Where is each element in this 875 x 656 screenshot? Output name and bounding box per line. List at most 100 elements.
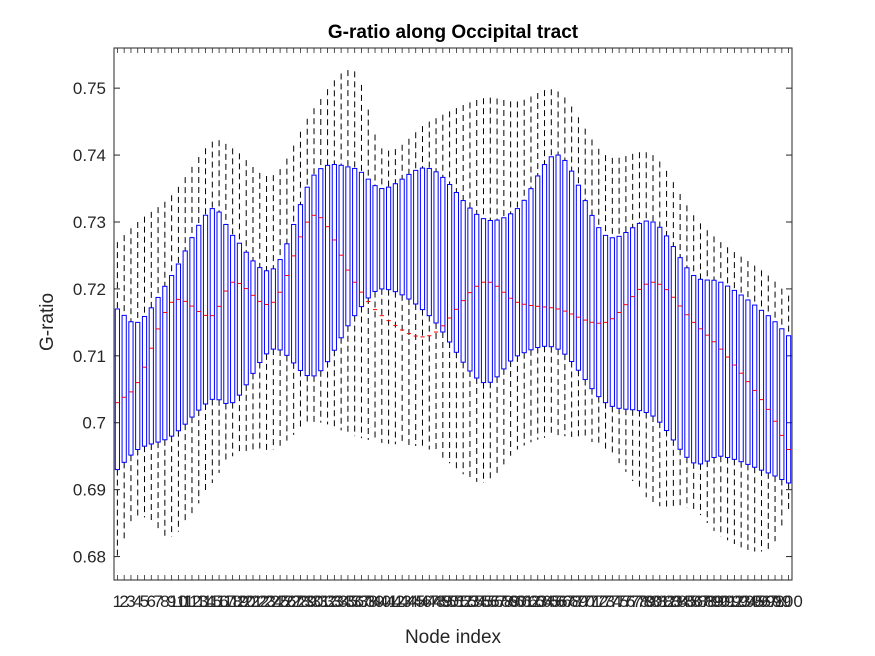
box <box>311 174 317 377</box>
box <box>582 200 588 381</box>
box <box>521 199 527 354</box>
box <box>548 156 554 348</box>
x-tick-label: 65 <box>542 592 561 611</box>
axis-ticks <box>114 48 792 580</box>
x-tick-label: 55 <box>474 592 493 611</box>
box <box>596 227 602 398</box>
x-tick-label: 21 <box>244 592 263 611</box>
box <box>474 213 480 379</box>
box <box>779 328 785 480</box>
box <box>623 232 629 410</box>
x-tick-label: 75 <box>610 592 629 611</box>
x-tick-label: 84 <box>671 592 690 611</box>
box <box>752 304 758 468</box>
plot-area <box>114 48 792 580</box>
x-tick-label: 44 <box>399 592 418 611</box>
box <box>541 164 548 347</box>
box <box>575 184 582 371</box>
box <box>372 185 378 292</box>
x-tick-label: 12 <box>183 592 202 611</box>
box <box>630 227 636 411</box>
y-tick-label: 0.71 <box>73 347 106 366</box>
x-tick-label: 41 <box>379 592 398 611</box>
box <box>460 200 466 363</box>
x-tick-label: 54 <box>467 592 486 611</box>
box <box>196 224 202 411</box>
x-tick-label: 78 <box>630 592 649 611</box>
box <box>467 207 473 372</box>
x-tick-label: 87 <box>691 592 710 611</box>
box <box>718 281 724 457</box>
box <box>440 176 446 333</box>
x-tick-label: 40 <box>372 592 391 611</box>
x-tick-label: 81 <box>650 592 669 611</box>
x-tick-label: 80 <box>644 592 663 611</box>
x-tick-label: 24 <box>264 592 283 611</box>
x-tick-label: 25 <box>271 592 290 611</box>
y-tick-label: 0.69 <box>73 481 106 500</box>
box <box>399 178 405 296</box>
x-tick-label: 100 <box>774 592 802 611</box>
box <box>365 178 371 299</box>
x-tick-label: 43 <box>393 592 412 611</box>
x-tick-label: 16 <box>210 592 229 611</box>
box <box>738 294 744 463</box>
x-tick-label: 48 <box>427 592 446 611</box>
box <box>670 246 676 441</box>
box <box>569 170 575 362</box>
x-tick-label: 52 <box>454 592 473 611</box>
x-tick-label: 60 <box>508 592 527 611</box>
box <box>331 164 337 351</box>
x-tick-label: 39 <box>366 592 385 611</box>
x-tick-label: 97 <box>759 592 778 611</box>
x-tick-label: 76 <box>616 592 635 611</box>
box <box>514 208 521 357</box>
box <box>304 186 310 377</box>
x-tick-label: 47 <box>420 592 439 611</box>
box <box>643 220 649 413</box>
x-tick-label: 4 <box>133 592 142 611</box>
box <box>392 183 398 293</box>
box <box>704 279 710 462</box>
box <box>189 237 195 418</box>
x-tick-label: 62 <box>522 592 541 611</box>
box <box>724 285 731 458</box>
y-tick-label: 0.74 <box>73 146 106 165</box>
box <box>175 263 182 432</box>
medians <box>115 214 791 451</box>
x-tick-label: 58 <box>494 592 513 611</box>
x-tick-label: 91 <box>718 592 737 611</box>
x-tick-label: 31 <box>311 592 330 611</box>
box <box>345 166 351 327</box>
box <box>318 168 324 372</box>
x-tick-label: 33 <box>325 592 344 611</box>
x-tick-label: 70 <box>576 592 595 611</box>
x-tick-label: 46 <box>413 592 432 611</box>
x-tick-label: 56 <box>481 592 500 611</box>
x-tick-label: 9 <box>167 592 176 611</box>
x-tick-label: 71 <box>583 592 602 611</box>
x-tick-label: 2 <box>119 592 128 611</box>
box <box>297 204 304 371</box>
box <box>528 188 534 351</box>
x-tick-label: 18 <box>223 592 242 611</box>
x-tick-label: 93 <box>732 592 751 611</box>
x-tick-label: 51 <box>447 592 466 611</box>
box <box>324 164 331 363</box>
x-tick-label: 59 <box>501 592 520 611</box>
box <box>182 250 188 425</box>
x-tick-label: 94 <box>738 592 757 611</box>
x-tick-label: 3 <box>126 592 135 611</box>
x-tick-label: 77 <box>623 592 642 611</box>
box <box>338 164 344 339</box>
box <box>419 167 426 311</box>
box <box>352 167 358 317</box>
x-tick-label: 85 <box>677 592 696 611</box>
x-tick-label: 99 <box>772 592 791 611</box>
x-tick-label: 74 <box>603 592 622 611</box>
x-tick-label: 88 <box>698 592 717 611</box>
x-tick-label: 57 <box>488 592 507 611</box>
x-tick-label: 36 <box>345 592 364 611</box>
x-tick-label: 86 <box>684 592 703 611</box>
